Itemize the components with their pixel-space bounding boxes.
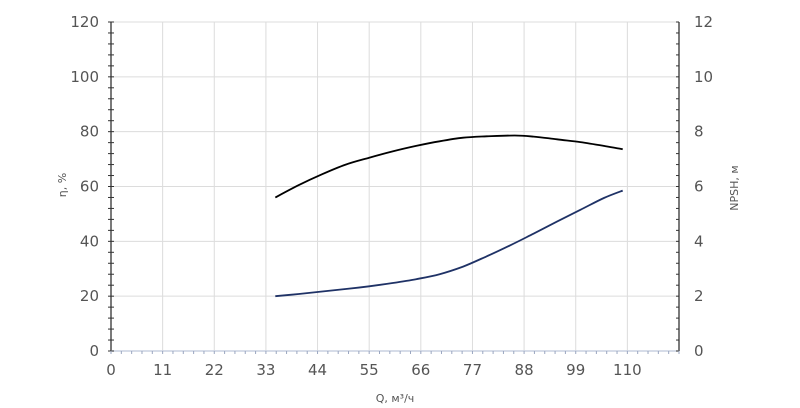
y-tick-label-right: 0	[694, 342, 704, 360]
y-tick-label-left: 80	[80, 123, 99, 141]
axes-layer	[108, 21, 680, 354]
y-tick-label-right: 8	[694, 123, 704, 141]
x-tick-label: 110	[613, 361, 642, 379]
x-tick-label: 22	[205, 361, 224, 379]
x-tick-label: 44	[308, 361, 327, 379]
x-tick-label: 77	[463, 361, 482, 379]
y-tick-label-left: 20	[80, 287, 99, 305]
series-line-efficiency	[274, 134, 623, 199]
y-tick-label-right: 2	[694, 287, 704, 305]
grid-layer	[111, 21, 680, 351]
x-axis-title: Q, м³/ч	[376, 392, 415, 405]
y-tick-label-left: 40	[80, 232, 99, 250]
x-tick-label: 88	[515, 361, 534, 379]
series-layer	[274, 134, 624, 298]
ticks-layer: 0 11 22 33 44 55 66 77 88 99 110 0 20 40 60 80 100 120 0 2 4…	[70, 13, 713, 379]
y-axis-left-title: η, %	[56, 173, 69, 197]
y-tick-label-right: 6	[694, 178, 704, 196]
y-tick-label-right: 12	[694, 13, 713, 31]
x-tick-label: 66	[411, 361, 430, 379]
x-tick-label: 0	[106, 361, 116, 379]
x-tick-label: 55	[360, 361, 379, 379]
y-axis-right-title: NPSH, м	[728, 165, 741, 210]
y-tick-label-left: 120	[70, 13, 99, 31]
y-tick-label-left: 0	[89, 342, 99, 360]
y-tick-label-left: 60	[80, 178, 99, 196]
series-line-npsh	[275, 189, 624, 298]
x-tick-label: 33	[256, 361, 275, 379]
y-tick-label-right: 4	[694, 232, 704, 250]
y-tick-label-left: 100	[70, 68, 99, 86]
y-tick-label-right: 10	[694, 68, 713, 86]
x-tick-label: 11	[153, 361, 172, 379]
x-tick-label: 99	[566, 361, 585, 379]
